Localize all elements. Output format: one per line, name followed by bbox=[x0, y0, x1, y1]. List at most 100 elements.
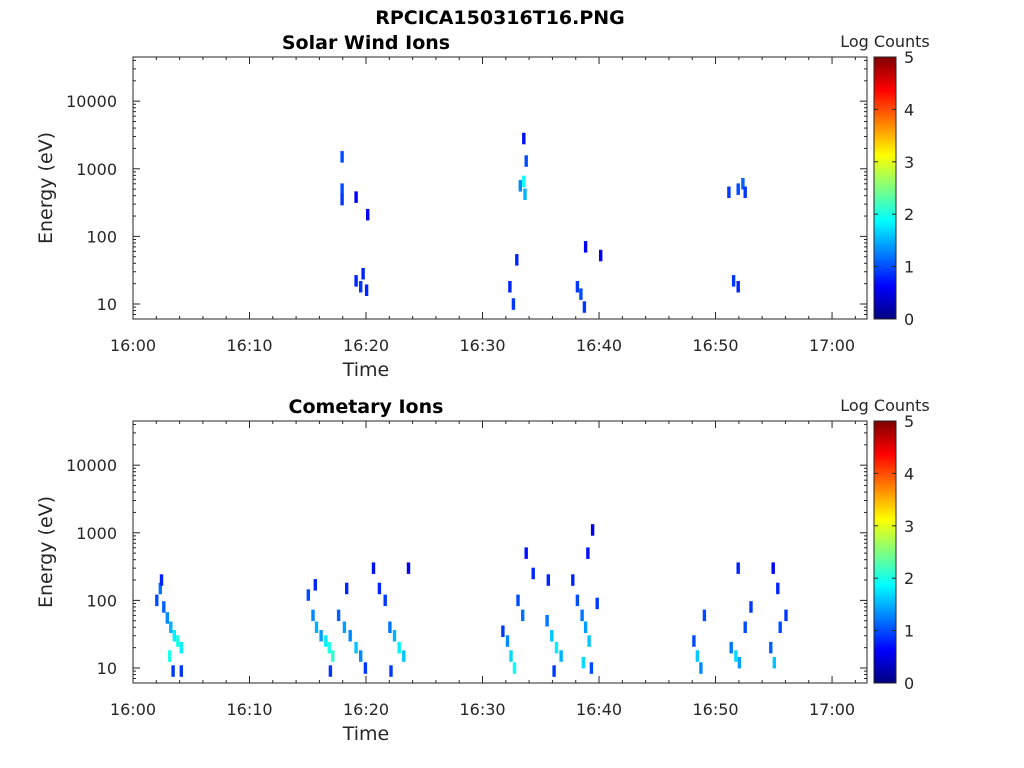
y-tick-label: 10000 bbox=[66, 456, 117, 475]
heatmap-cell bbox=[546, 574, 550, 586]
y-axis-label: Energy (eV) bbox=[35, 132, 57, 244]
heatmap-cell bbox=[521, 609, 525, 622]
heatmap-cell bbox=[340, 151, 344, 163]
heatmap-cell bbox=[729, 641, 733, 654]
heatmap-cell bbox=[736, 562, 740, 574]
heatmap-cell bbox=[171, 665, 175, 677]
heatmap-cell bbox=[179, 665, 183, 677]
colorbar-label: Log Counts bbox=[840, 32, 930, 51]
heatmap-cell bbox=[518, 180, 522, 192]
x-tick-label: 16:00 bbox=[110, 336, 156, 355]
heatmap-cell bbox=[515, 254, 519, 266]
heatmap-cell bbox=[776, 582, 780, 595]
heatmap-cell bbox=[172, 630, 176, 642]
heatmap-cell bbox=[327, 641, 331, 654]
heatmap-cell bbox=[575, 281, 580, 293]
heatmap-cell bbox=[511, 298, 516, 310]
y-tick-label: 100 bbox=[86, 591, 117, 610]
heatmap-cell bbox=[579, 288, 583, 300]
colorbar-gradient bbox=[873, 56, 897, 320]
x-axis-label: Time bbox=[342, 723, 390, 745]
figure-title: RPCICA150316T16.PNG bbox=[375, 7, 625, 29]
heatmap-cell bbox=[550, 630, 554, 642]
x-tick-label: 16:40 bbox=[576, 336, 622, 355]
colorbar-gradient bbox=[873, 420, 897, 684]
heatmap-cell bbox=[313, 579, 317, 591]
heatmap-cell bbox=[306, 589, 310, 601]
x-tick-label: 16:30 bbox=[459, 336, 505, 355]
heatmap-cell bbox=[743, 621, 747, 633]
colorbar-tick-label: 5 bbox=[904, 48, 914, 67]
heatmap-cell bbox=[324, 635, 328, 647]
heatmap-cell bbox=[771, 562, 775, 574]
x-tick-label: 17:00 bbox=[809, 700, 855, 719]
heatmap-cell bbox=[731, 275, 736, 287]
heatmap-cell bbox=[736, 183, 740, 195]
plot-area bbox=[133, 57, 867, 319]
chart-title: Solar Wind Ions bbox=[282, 32, 450, 54]
heatmap-cell bbox=[516, 594, 520, 607]
x-tick-label: 16:30 bbox=[459, 700, 505, 719]
heatmap-cell bbox=[595, 597, 599, 610]
x-tick-label: 16:00 bbox=[110, 700, 156, 719]
heatmap-cell bbox=[586, 547, 590, 559]
heatmap-cell bbox=[388, 621, 392, 633]
chart-panel-1: 16:00 16:10 16:20 16:30 16:40 16:50 17:0010100… bbox=[35, 32, 930, 381]
y-tick-label: 1000 bbox=[76, 160, 117, 179]
heatmap-cell bbox=[784, 609, 788, 622]
heatmap-cell bbox=[554, 641, 559, 654]
heatmap-cell bbox=[359, 281, 363, 293]
heatmap-cell bbox=[583, 241, 588, 253]
x-tick-label: 16:20 bbox=[343, 336, 389, 355]
heatmap-cell bbox=[354, 191, 358, 203]
axes-frame bbox=[132, 56, 868, 320]
heatmap-cell bbox=[402, 650, 406, 662]
colorbar-tick-label: 0 bbox=[904, 674, 914, 693]
heatmap-cell bbox=[354, 641, 358, 654]
heatmap-cell bbox=[366, 208, 370, 221]
colorbar-tick-label: 4 bbox=[904, 464, 914, 483]
heatmap-cell bbox=[552, 665, 556, 677]
heatmap-cell bbox=[772, 656, 776, 669]
y-tick-label: 10 bbox=[97, 659, 117, 678]
colorbar-tick-label: 3 bbox=[904, 153, 914, 172]
y-tick-label: 10 bbox=[97, 295, 117, 314]
heatmap-cell bbox=[168, 650, 172, 662]
heatmap-cell bbox=[383, 594, 387, 607]
heatmap-cell bbox=[509, 650, 513, 662]
heatmap-cell bbox=[354, 275, 358, 287]
x-tick-label: 17:00 bbox=[809, 336, 855, 355]
heatmap-cell bbox=[741, 178, 745, 190]
heatmap-cell bbox=[582, 301, 587, 313]
heatmap-cell bbox=[695, 650, 700, 662]
heatmap-cell bbox=[406, 562, 411, 574]
heatmap-cell bbox=[727, 186, 731, 198]
heatmap-cell bbox=[331, 650, 335, 662]
colorbar-tick-label: 1 bbox=[904, 622, 914, 641]
heatmap-cell bbox=[340, 193, 344, 206]
heatmap-cell bbox=[162, 601, 166, 613]
heatmap-cell bbox=[364, 284, 369, 296]
x-axis-label: Time bbox=[342, 359, 390, 381]
heatmap-cell bbox=[328, 665, 333, 677]
heatmap-cell bbox=[524, 547, 528, 559]
heatmap-cell bbox=[522, 175, 526, 188]
heatmap-cell bbox=[590, 524, 595, 536]
x-tick-label: 16:50 bbox=[692, 336, 738, 355]
heatmap-cell bbox=[743, 186, 747, 198]
heatmap-cell bbox=[523, 188, 527, 200]
heatmap-cell bbox=[778, 621, 782, 633]
heatmap-cell bbox=[575, 594, 580, 607]
heatmap-cell bbox=[363, 662, 368, 674]
heatmap-cell bbox=[587, 635, 591, 647]
y-tick-label: 1000 bbox=[76, 524, 117, 543]
heatmap-cell bbox=[345, 582, 349, 595]
heatmap-cell bbox=[737, 656, 742, 669]
heatmap-cell bbox=[319, 630, 323, 642]
x-tick-label: 16:20 bbox=[343, 700, 389, 719]
heatmap-cell bbox=[699, 662, 703, 674]
heatmap-cell bbox=[159, 574, 164, 586]
